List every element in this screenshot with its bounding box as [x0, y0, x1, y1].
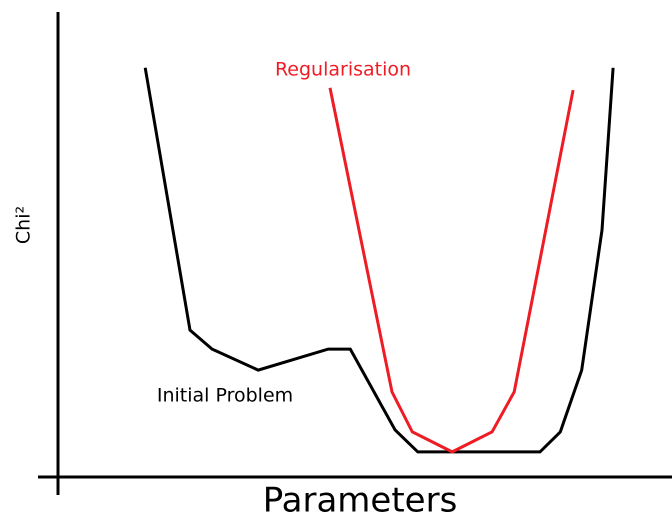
series-line [143, 67, 615, 454]
x-axis-label: Parameters [263, 481, 458, 519]
series-label: Initial Problem [157, 385, 293, 407]
y-axis-label: Chi² [13, 206, 35, 244]
series-line [328, 87, 575, 454]
series-label: Regularisation [275, 59, 411, 81]
